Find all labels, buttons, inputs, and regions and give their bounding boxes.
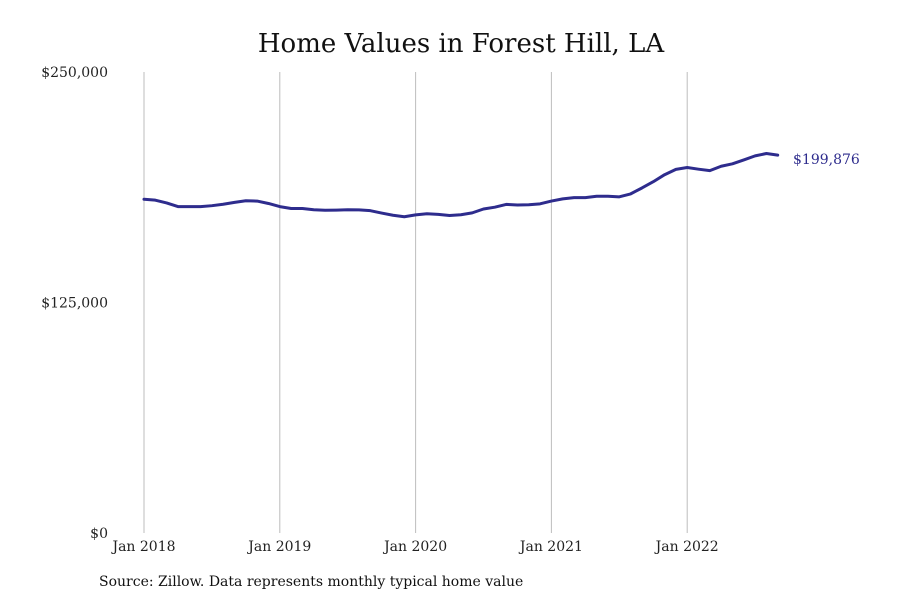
chart-title: Home Values in Forest Hill, LA: [258, 29, 665, 59]
x-tick-label: Jan 2019: [246, 539, 311, 555]
x-tick-label: Jan 2021: [518, 539, 583, 555]
gridlines: [143, 72, 688, 533]
series-line: [142, 152, 780, 219]
source-note: Source: Zillow. Data represents monthly …: [99, 574, 523, 590]
y-tick-label: $0: [90, 526, 108, 542]
x-axis: Jan 2018 Jan 2019 Jan 2020 Jan 2021 Jan 2022: [110, 539, 718, 555]
x-tick-label: Jan 2018: [110, 539, 175, 555]
last-value-label: $199,876: [793, 152, 860, 168]
y-tick-label: $250,000: [41, 65, 108, 81]
x-tick-label: Jan 2020: [382, 539, 447, 555]
x-tick-label: Jan 2022: [654, 539, 719, 555]
y-tick-label: $125,000: [41, 296, 108, 312]
y-axis: $0 $125,000 $250,000: [41, 65, 108, 542]
